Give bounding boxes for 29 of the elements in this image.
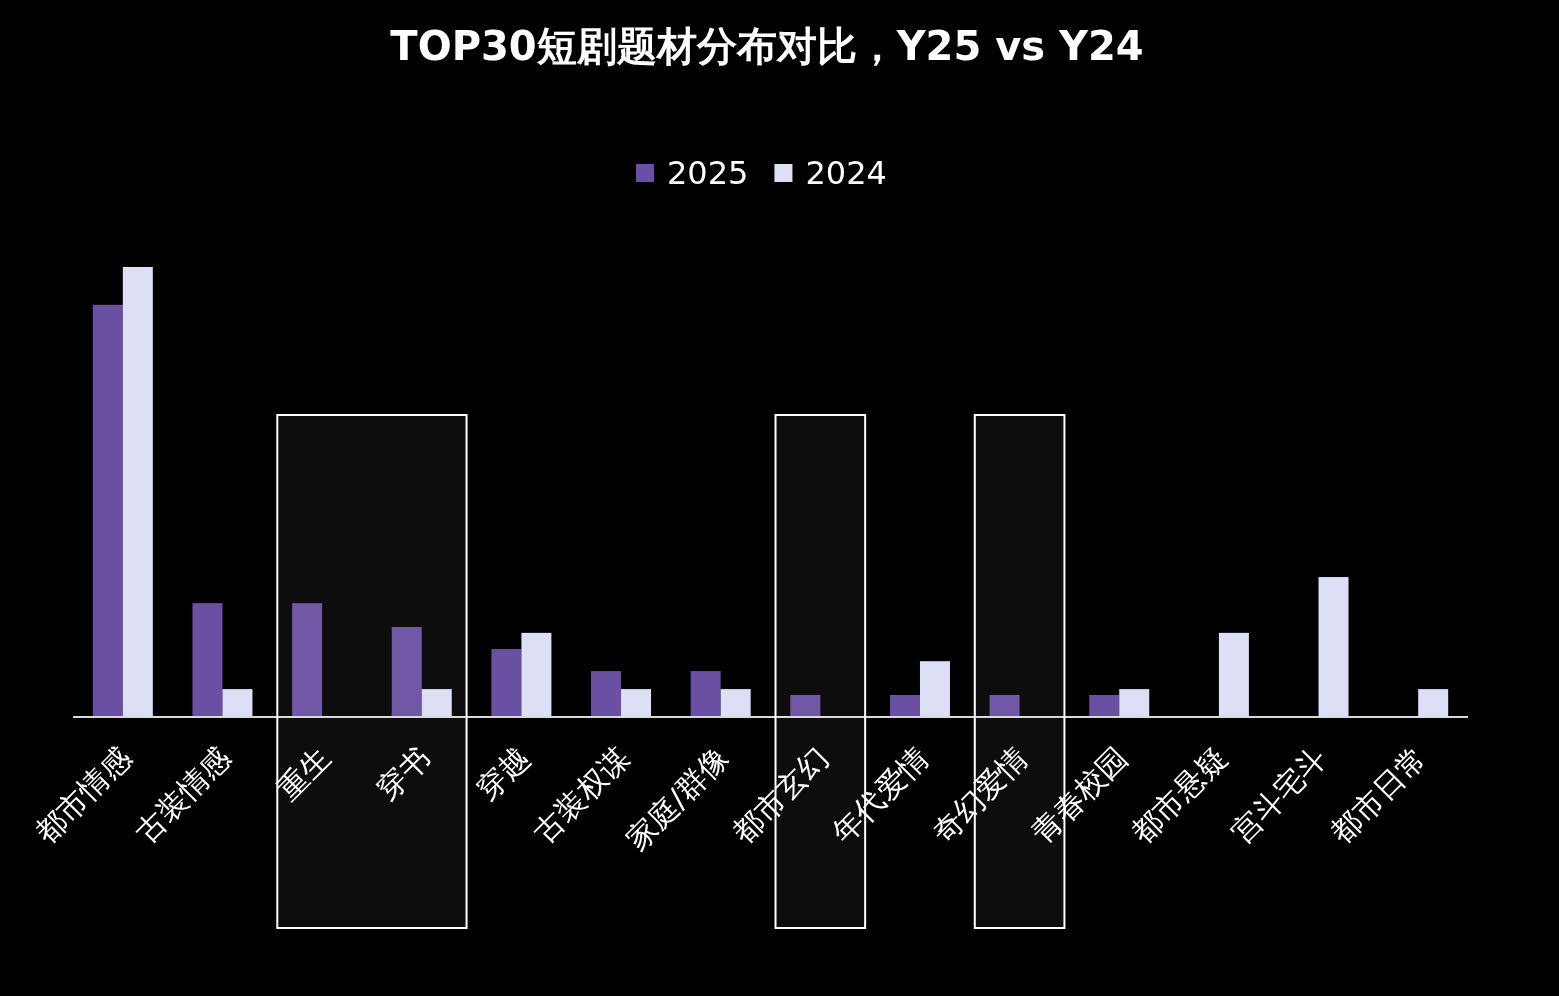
bar: [621, 689, 652, 717]
bar: [192, 603, 223, 717]
bar: [1318, 577, 1349, 717]
bar: [1418, 689, 1449, 717]
bar: [720, 689, 751, 717]
bar: [92, 304, 123, 717]
bar: [591, 671, 622, 717]
chart-title: TOP30短剧题材分布对比，Y25 vs Y24: [390, 23, 1144, 69]
bar: [491, 649, 522, 717]
x-tick-label: 穿书: [369, 740, 437, 808]
bar: [292, 603, 323, 717]
legend-label: 2025: [667, 154, 749, 192]
x-tick-label: 都市日常: [1323, 740, 1434, 850]
x-tick-label: 穿越: [469, 740, 537, 808]
bar: [889, 694, 920, 717]
bar: [919, 661, 950, 717]
bar: [1089, 694, 1120, 717]
bar: [391, 627, 422, 717]
bar: [222, 689, 253, 717]
bar: [989, 694, 1020, 717]
bar: [690, 671, 721, 717]
bar: [122, 267, 153, 717]
bar: [421, 689, 452, 717]
bar: [1218, 632, 1249, 717]
x-tick-label: 重生: [269, 740, 338, 808]
legend-label: 2024: [805, 154, 887, 192]
bar: [790, 694, 821, 717]
bar: [521, 632, 552, 717]
bar: [1119, 689, 1150, 717]
